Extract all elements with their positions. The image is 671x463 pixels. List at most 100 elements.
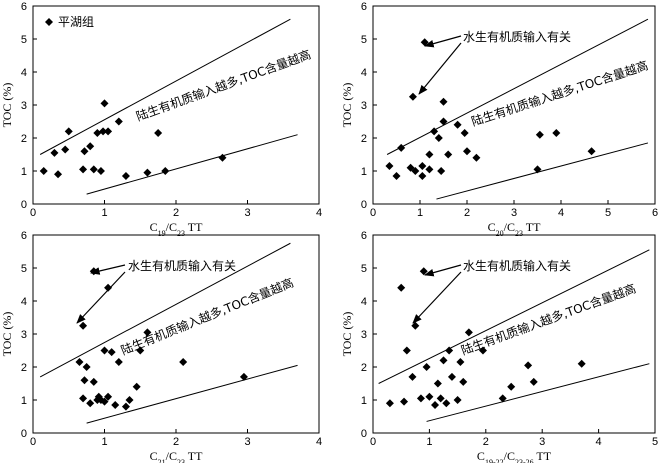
y-tick-label: 1 bbox=[361, 395, 367, 407]
lower-boundary-line bbox=[86, 134, 298, 195]
upper-boundary-line bbox=[386, 18, 649, 155]
scatter-panel-3: 0 1 2 3 4 0 1 2 3 4 5 6 TOC (%) C21/C23 TT 陆生有机质输入越多,T… bbox=[0, 230, 322, 463]
data-point bbox=[507, 382, 516, 391]
upper-boundary-line bbox=[39, 18, 291, 155]
region-label: 陆生有机质输入越多,TOC含量越高 bbox=[459, 280, 638, 357]
data-point bbox=[121, 402, 130, 411]
x-tick-label: 2 bbox=[173, 207, 179, 219]
y-tick-label: 1 bbox=[21, 166, 27, 178]
x-tick-label: 2 bbox=[483, 436, 489, 448]
x-tick-label: 4 bbox=[558, 207, 564, 219]
data-point bbox=[498, 394, 507, 403]
x-tick-label: 2 bbox=[173, 436, 179, 448]
data-point bbox=[453, 120, 462, 129]
data-point bbox=[411, 321, 420, 330]
data-point bbox=[104, 127, 113, 136]
annotation-arrow bbox=[90, 264, 126, 275]
data-point bbox=[439, 97, 448, 106]
data-point bbox=[430, 127, 439, 136]
data-point bbox=[439, 117, 448, 126]
data-point bbox=[114, 117, 123, 126]
y-tick-label: 3 bbox=[361, 100, 367, 112]
y-tick-label: 3 bbox=[361, 329, 367, 341]
data-point bbox=[392, 171, 401, 180]
data-point bbox=[459, 377, 468, 386]
annotation-arrow bbox=[424, 264, 462, 277]
x-tick-label: 5 bbox=[605, 207, 611, 219]
data-point bbox=[61, 145, 70, 154]
data-point bbox=[121, 171, 130, 180]
x-tick-label: 1 bbox=[101, 436, 107, 448]
y-tick-label: 5 bbox=[361, 263, 367, 275]
data-point bbox=[86, 399, 95, 408]
data-point bbox=[437, 167, 446, 175]
y-axis-label: TOC (%) bbox=[340, 312, 354, 357]
data-point bbox=[433, 379, 442, 388]
data-point bbox=[79, 321, 88, 330]
data-point bbox=[472, 153, 481, 162]
lower-boundary-line bbox=[436, 142, 649, 200]
y-tick-label: 0 bbox=[361, 428, 367, 440]
y-tick-label: 2 bbox=[21, 362, 27, 374]
data-point bbox=[529, 377, 538, 386]
region-label: 陆生有机质输入越多,TOC含量越高 bbox=[134, 46, 313, 123]
data-point bbox=[442, 399, 451, 408]
upper-boundary-line bbox=[39, 242, 291, 378]
y-tick-label: 6 bbox=[21, 1, 27, 13]
x-tick-label: 4 bbox=[316, 207, 322, 219]
y-tick-label: 4 bbox=[361, 67, 367, 79]
data-point bbox=[436, 394, 445, 403]
data-point bbox=[79, 394, 88, 403]
x-tick-label: 0 bbox=[30, 436, 36, 448]
data-point bbox=[478, 346, 487, 355]
data-point bbox=[80, 376, 89, 385]
data-point bbox=[425, 165, 434, 174]
annotation-label: 水生有机质输入有关 bbox=[463, 258, 571, 273]
data-point bbox=[143, 328, 152, 337]
data-point bbox=[445, 346, 454, 355]
data-point bbox=[408, 92, 417, 101]
data-point bbox=[444, 150, 453, 159]
data-point bbox=[104, 283, 113, 292]
data-point bbox=[100, 99, 109, 108]
data-point bbox=[104, 392, 113, 401]
data-point bbox=[402, 346, 411, 355]
y-tick-label: 2 bbox=[21, 133, 27, 145]
y-tick-label: 4 bbox=[21, 67, 27, 79]
data-point bbox=[439, 356, 448, 365]
data-point bbox=[397, 143, 406, 152]
scatter-panel-4: 0 1 2 3 4 5 0 1 2 3 4 5 6 TOC (%) C19-22/C23-26 TT 陆生有机… bbox=[340, 230, 658, 463]
upper-boundary-line bbox=[378, 249, 650, 384]
x-axis-label: C19/C23 TT bbox=[150, 220, 203, 238]
data-point bbox=[75, 358, 84, 367]
y-tick-label: 0 bbox=[21, 199, 27, 211]
y-tick-label: 3 bbox=[21, 329, 27, 341]
data-point bbox=[100, 346, 109, 355]
x-tick-label: 0 bbox=[370, 436, 376, 448]
x-axis-label: C20/C23 TT bbox=[488, 220, 541, 238]
y-tick-label: 6 bbox=[361, 1, 367, 13]
data-point bbox=[397, 283, 406, 292]
y-tick-label: 6 bbox=[21, 230, 27, 242]
data-point bbox=[239, 372, 248, 381]
data-point bbox=[456, 358, 465, 367]
lower-boundary-line bbox=[86, 364, 298, 424]
data-point bbox=[64, 127, 73, 136]
data-point bbox=[460, 129, 469, 138]
data-point bbox=[89, 165, 98, 174]
data-point bbox=[54, 170, 63, 179]
data-point bbox=[39, 167, 48, 175]
data-point bbox=[535, 130, 544, 139]
data-point bbox=[447, 372, 456, 381]
data-point bbox=[411, 167, 420, 175]
data-point bbox=[107, 348, 116, 357]
annotation-arrow bbox=[424, 35, 462, 48]
x-tick-label: 1 bbox=[101, 207, 107, 219]
region-label: 陆生有机质输入越多,TOC含量越高 bbox=[119, 275, 296, 358]
annotation-label: 水生有机质输入有关 bbox=[463, 29, 571, 44]
data-point bbox=[524, 361, 533, 370]
data-point bbox=[464, 328, 473, 337]
x-tick-label: 3 bbox=[539, 436, 545, 448]
y-tick-label: 4 bbox=[361, 296, 367, 308]
